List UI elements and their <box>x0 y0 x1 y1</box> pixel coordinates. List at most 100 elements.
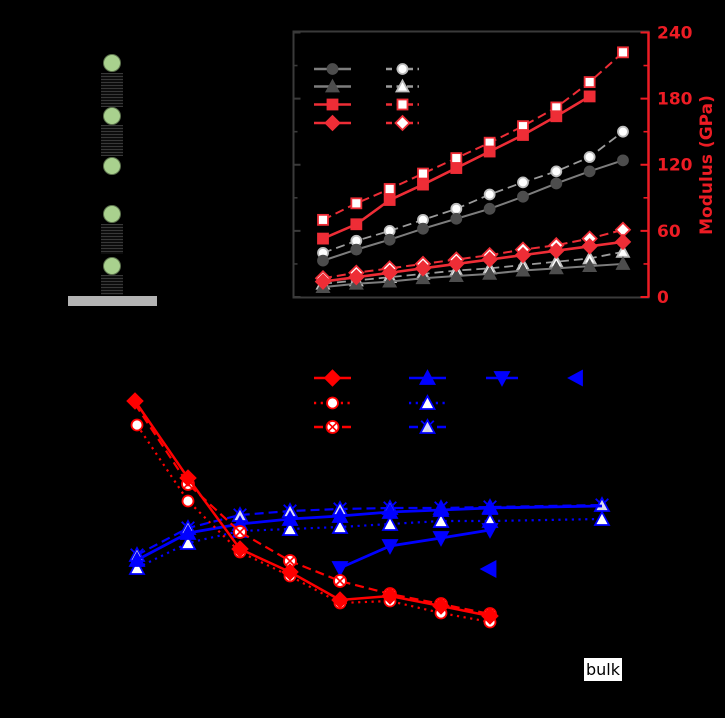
polymer-chain-block <box>101 275 123 295</box>
marker-red-circle-x-dashed <box>283 554 297 568</box>
marker-blue-open-triangle-dotted <box>593 510 611 526</box>
marker-blue-open-triangle-dotted <box>381 515 399 531</box>
marker-blue-filled-downtriangle-solid <box>331 561 349 577</box>
marker-blue-open-triangle-dotted <box>331 518 349 534</box>
marker-gray-open-circle-dashed <box>583 151 596 163</box>
legend-marker-triangle-up <box>394 78 411 93</box>
series-line-red-open-circle-dotted <box>136 424 491 624</box>
polymer-chain-block <box>101 73 123 107</box>
marker-red-circle-x-dashed <box>333 574 347 588</box>
marker-red-filled-diamond-solid <box>381 264 398 282</box>
top-modulus-chart: 0 60 120 180 240 Modulus (GPa) <box>292 23 717 308</box>
marker-blue-open-triangle-dotted <box>281 520 299 536</box>
marker-red-filled-diamond-solid <box>231 540 249 558</box>
legend-marker-triangle-down <box>493 371 511 387</box>
marker-blue-filled-triangle-solid <box>432 501 450 517</box>
marker-gray-filled-circle-solid <box>450 212 463 225</box>
series-line-red-filled-diamond-solid <box>133 400 491 618</box>
marker-red-open-square-dashed <box>350 197 363 210</box>
marker-red-filled-diamond-solid <box>481 251 498 268</box>
marker-blue-filled-triangle-solid <box>481 499 499 515</box>
marker-gray-filled-circle-solid <box>517 190 529 203</box>
series-line-red-open-square-dashed <box>322 51 624 221</box>
series-line-blue-open-triangle-dotted <box>136 517 603 569</box>
nanoparticle <box>103 157 121 175</box>
marker-red-open-square-dashed <box>383 183 396 195</box>
marker-blue-filled-downtriangle-solid <box>481 523 499 539</box>
marker-gray-open-circle-dashed <box>483 188 496 201</box>
marker-red-filled-square-solid <box>483 145 496 158</box>
legend-marker-circle <box>326 63 339 75</box>
marker-blue-triangle-x-dashed <box>593 496 611 512</box>
bottom-chart-legend <box>314 369 583 434</box>
legend-marker-diamond <box>323 369 342 387</box>
marker-red-filled-square-solid <box>350 218 363 231</box>
nanoparticle-stack-diagram <box>0 0 260 330</box>
series-line-red-filled-diamond-solid <box>322 240 624 283</box>
marker-red-filled-square-solid <box>417 178 429 191</box>
marker-gray-filled-triangle-solid <box>448 268 464 282</box>
marker-red-filled-diamond-solid <box>281 563 299 581</box>
marker-gray-filled-triangle-solid <box>582 258 598 273</box>
marker-blue-filled-triangle-solid <box>179 524 197 540</box>
marker-red-filled-square-solid <box>550 110 563 123</box>
right-axis-tick-label: 180 <box>657 90 693 110</box>
marker-red-filled-diamond-solid <box>614 233 632 251</box>
marker-red-filled-square-solid <box>383 194 396 206</box>
marker-gray-filled-circle-solid <box>550 177 563 190</box>
right-axis-tick-label: 240 <box>657 23 693 43</box>
marker-red-filled-diamond-solid <box>514 246 532 264</box>
marker-red-open-square-dashed <box>450 152 463 165</box>
marker-gray-filled-circle-solid <box>383 233 396 246</box>
right-axis-tick-label: 60 <box>657 222 681 242</box>
legend-marker-circle-x <box>325 420 340 434</box>
nanoparticle <box>103 54 121 72</box>
marker-red-filled-diamond-solid <box>448 255 465 273</box>
marker-red-open-circle-dotted <box>181 494 195 508</box>
bulk-label: bulk <box>584 658 622 681</box>
marker-gray-filled-circle-solid <box>617 154 629 167</box>
marker-gray-filled-triangle-solid <box>615 256 631 270</box>
marker-gray-filled-triangle-solid <box>548 260 564 275</box>
marker-red-filled-square-solid <box>317 232 329 245</box>
marker-gray-open-circle-dashed <box>517 176 529 189</box>
marker-gray-filled-triangle-solid <box>482 265 498 280</box>
marker-blue-filled-downtriangle-solid <box>381 539 399 555</box>
right-axis-tick-label: 0 <box>657 288 669 308</box>
substrate-bar <box>68 296 157 306</box>
marker-red-open-circle-dotted <box>130 418 144 432</box>
marker-gray-filled-circle-solid <box>483 202 496 215</box>
legend-marker-square <box>326 98 339 111</box>
marker-red-filled-diamond-solid <box>548 242 565 259</box>
series-line-gray-filled-triangle-solid <box>322 262 624 289</box>
marker-blue-filled-triangle-solid <box>281 510 299 526</box>
marker-blue-open-triangle-dotted <box>179 534 197 550</box>
marker-red-filled-square-solid <box>583 90 596 103</box>
marker-blue-filled-triangle-solid <box>128 551 146 567</box>
marker-red-open-square-dashed <box>417 167 429 180</box>
marker-blue-filled-downtriangle-solid <box>432 531 450 547</box>
series-line-blue-filled-downtriangle-solid <box>339 528 491 570</box>
marker-gray-filled-circle-solid <box>317 254 329 267</box>
marker-red-filled-diamond-solid <box>432 597 450 615</box>
marker-red-filled-square-solid <box>450 162 463 174</box>
legend-marker-circle <box>396 63 409 75</box>
marker-red-filled-diamond-solid <box>414 260 432 277</box>
marker-red-filled-diamond-solid <box>331 591 349 609</box>
marker-gray-filled-circle-solid <box>350 243 363 256</box>
marker-gray-open-circle-dashed <box>450 202 463 215</box>
marker-red-filled-diamond-solid <box>348 268 365 286</box>
top-chart-legend <box>314 63 419 132</box>
polymer-chain-block <box>101 125 123 156</box>
marker-red-filled-diamond-solid <box>381 587 399 605</box>
series-line-gray-open-triangle-dashed <box>322 250 624 285</box>
right-axis-title: Modulus (GPa) <box>697 95 717 235</box>
marker-gray-filled-circle-solid <box>417 222 429 235</box>
marker-blue-open-triangle-dotted <box>128 559 146 575</box>
nanoparticle <box>103 107 121 125</box>
polymer-chain-block <box>101 224 123 254</box>
series-line-red-open-diamond-dashed <box>322 228 624 280</box>
marker-red-filled-diamond-solid <box>581 238 598 255</box>
marker-red-open-square-dashed <box>317 213 329 226</box>
